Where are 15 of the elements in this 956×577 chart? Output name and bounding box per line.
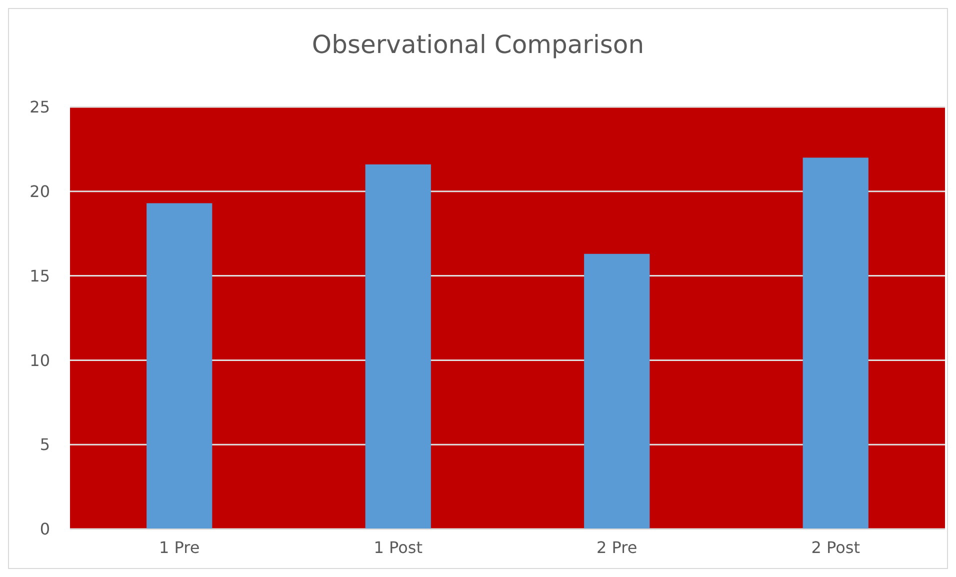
y-tick-label: 0 [40, 520, 50, 539]
bar [584, 254, 650, 529]
y-tick-label: 20 [30, 182, 50, 201]
chart-title: Observational Comparison [312, 30, 644, 59]
y-tick-label: 25 [30, 98, 50, 117]
bar [802, 158, 868, 529]
bar [365, 164, 431, 529]
x-tick-label: 1 Post [374, 538, 422, 557]
y-tick-label: 5 [40, 435, 50, 454]
x-tick-label: 2 Post [811, 538, 860, 557]
y-tick-label: 15 [30, 266, 50, 286]
y-tick-label: 10 [30, 350, 50, 370]
x-tick-label: 1 Pre [159, 538, 200, 557]
x-tick-label: 2 Pre [596, 538, 638, 557]
bar [146, 203, 212, 529]
